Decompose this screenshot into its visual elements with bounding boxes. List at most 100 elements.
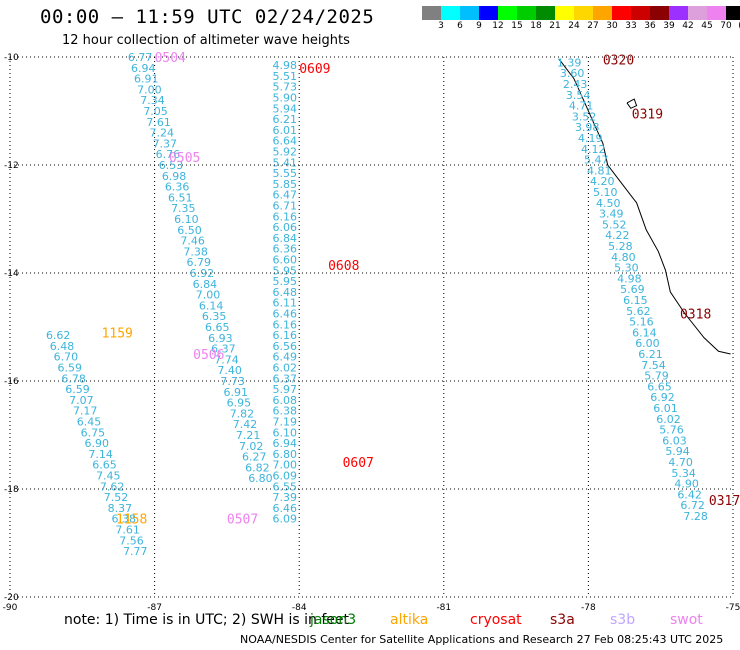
y-tick-label: -16 — [4, 377, 19, 387]
colorbar-label: 42 — [682, 21, 694, 31]
pass-label: 0609 — [299, 62, 330, 77]
colorbar-label: 27 — [587, 21, 599, 31]
colorbar-swatch — [593, 6, 612, 20]
y-tick-label: -14 — [4, 269, 19, 279]
colorbar-swatch — [460, 6, 479, 20]
wave-height-value: 5.28 — [608, 240, 633, 253]
wave-height-value: 6.48 — [50, 340, 75, 353]
y-tick-label: -12 — [4, 161, 19, 171]
wave-height-value: 6.10 — [272, 426, 297, 439]
wave-height-value: 5.51 — [272, 70, 297, 83]
colorbar-label: 45 — [701, 21, 713, 31]
wave-height-value: 6.59 — [58, 362, 83, 375]
wave-height-value: 6.36 — [272, 243, 297, 256]
wave-height-value: 6.47 — [272, 189, 297, 202]
wave-height-value: 5.73 — [272, 81, 297, 94]
wave-height-value: 6.03 — [662, 434, 687, 447]
wave-height-value: 7.82 — [230, 407, 255, 420]
x-tick-label: -78 — [581, 603, 596, 613]
wave-height-value: 4.71 — [569, 100, 594, 113]
wave-height-value: 3.60 — [560, 67, 585, 80]
colorbar-swatch — [612, 6, 631, 20]
wave-height-value: 7.74 — [214, 353, 239, 366]
wave-height-value: 6.08 — [272, 394, 297, 407]
wave-height-value: 5.95 — [272, 264, 297, 277]
wave-height-value: 5.95 — [272, 275, 297, 288]
legend-s3a: s3a — [550, 612, 575, 628]
wave-height-value: 5.47 — [584, 154, 609, 167]
wave-height-value: 7.61 — [115, 524, 140, 537]
wave-height-value: 5.30 — [614, 262, 639, 275]
wave-height-value: 7.46 — [180, 235, 205, 248]
wave-height-value: 6.02 — [656, 413, 681, 426]
wave-height-value: 7.38 — [183, 245, 208, 258]
wave-height-value: 7.17 — [73, 405, 98, 418]
colorbar-label: 70 — [720, 21, 732, 31]
wave-height-value: 5.76 — [659, 424, 684, 437]
wave-height-value: 1.39 — [557, 56, 582, 69]
wave-height-value: 4.80 — [611, 251, 636, 264]
colorbar-swatch — [536, 6, 555, 20]
colorbar-label: 36 — [644, 21, 656, 31]
legend-s3b: s3b — [610, 612, 636, 628]
wave-height-value: 5.97 — [272, 383, 297, 396]
wave-height-values: 6.776.946.917.007.347.057.617.247.376.76… — [46, 51, 708, 558]
wave-height-value: 6.53 — [159, 159, 184, 172]
colorbar-label: 30 — [606, 21, 618, 31]
wave-height-value: 4.22 — [605, 229, 630, 242]
wave-height-value: 6.09 — [272, 470, 297, 483]
wave-height-value: 6.38 — [112, 513, 137, 526]
colorbar-label: 6 — [457, 21, 463, 31]
wave-height-value: 8.37 — [108, 502, 133, 515]
colorbar-swatch — [650, 6, 669, 20]
wave-height-value: 5.62 — [626, 305, 651, 318]
wave-height-value: 5.41 — [272, 156, 297, 169]
colorbar-swatch — [441, 6, 460, 20]
wave-height-value: 7.19 — [272, 416, 297, 429]
wave-height-value: 6.76 — [156, 148, 181, 161]
wave-height-value: 6.98 — [162, 170, 187, 183]
wave-height-value: 5.16 — [629, 316, 654, 329]
grid-lines — [9, 56, 734, 598]
x-tick-label: -84 — [292, 603, 307, 613]
wave-height-value: 6.51 — [168, 191, 193, 204]
wave-height-value: 6.91 — [224, 386, 249, 399]
wave-height-value: 6.90 — [85, 437, 110, 450]
wave-height-value: 6.21 — [638, 348, 663, 361]
wave-height-value: 6.65 — [647, 380, 672, 393]
colorbar-swatch — [574, 6, 593, 20]
wave-height-value: 3.52 — [572, 110, 597, 123]
wave-height-value: 7.54 — [641, 359, 666, 372]
colorbar-label: 18 — [530, 21, 542, 31]
wave-height-value: 7.52 — [104, 491, 129, 504]
wave-height-value: 6.37 — [272, 372, 297, 385]
chart-title: 00:00 – 11:59 UTC 02/24/2025 — [40, 6, 375, 28]
wave-height-value: 6.92 — [650, 391, 675, 404]
wave-height-value: 6.93 — [208, 332, 233, 345]
wave-height-value: 6.48 — [272, 286, 297, 299]
wave-height-value: 6.72 — [680, 499, 705, 512]
wave-height-value: 7.62 — [100, 480, 125, 493]
wave-height-value: 4.12 — [581, 143, 606, 156]
colorbar-label: 39 — [663, 21, 675, 31]
legend-jason3: jason3 — [310, 612, 357, 628]
wave-height-value: 6.00 — [635, 337, 660, 350]
wave-height-value: 7.14 — [88, 448, 113, 461]
colorbar-swatch — [422, 6, 441, 20]
wave-height-value: 6.56 — [272, 340, 297, 353]
wave-height-value: 7.56 — [119, 534, 144, 547]
pass-label: 0506 — [193, 348, 224, 363]
coastline — [559, 59, 731, 355]
wave-height-value: 7.73 — [220, 375, 245, 388]
wave-height-value: 6.70 — [54, 351, 79, 364]
wave-height-value: 7.00 — [272, 459, 297, 472]
colorbar-label: 12 — [492, 21, 504, 31]
wave-height-value: 6.01 — [653, 402, 678, 415]
wave-height-value: 4.50 — [596, 197, 621, 210]
wave-height-value: 6.84 — [272, 232, 297, 245]
wave-height-value: 6.75 — [81, 426, 106, 439]
wave-height-value: 7.05 — [143, 105, 168, 118]
wave-height-value: 4.81 — [587, 164, 612, 177]
colorbar-swatch — [498, 6, 517, 20]
pass-labels: 0504 0505 0506 0507 0609 0608 0607 1159 1158 0320… — [102, 51, 740, 528]
